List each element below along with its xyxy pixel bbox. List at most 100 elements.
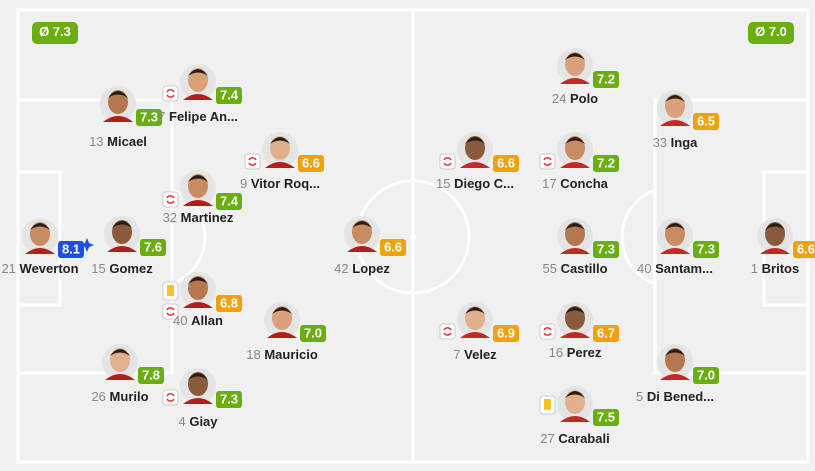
rating: 6.8 — [220, 295, 238, 310]
avatar-hair — [272, 307, 292, 314]
rating: 6.6 — [797, 241, 815, 256]
avatar-shirt — [183, 302, 213, 308]
avatar-hair — [188, 175, 208, 182]
sub-arrows — [166, 89, 175, 98]
shirt-number: 9 — [240, 176, 247, 191]
rating-badge — [216, 391, 242, 408]
rating: 7.8 — [142, 367, 160, 382]
rating: 6.9 — [497, 325, 515, 340]
rating: 6.5 — [697, 113, 715, 128]
rating-badge — [593, 155, 619, 172]
rating-badge — [593, 409, 619, 426]
rating-badge — [58, 241, 84, 258]
rating-badge — [693, 241, 719, 258]
rating: 7.3 — [697, 241, 715, 256]
avatar-hair — [565, 307, 585, 314]
player-label: 16 Perez — [549, 345, 602, 360]
rating: 8.1 — [62, 241, 80, 256]
avatar-hair — [565, 391, 585, 398]
sub-icon — [162, 191, 179, 208]
sub-icon — [539, 153, 556, 170]
player-label: 42 Lopez — [334, 261, 390, 276]
player-label: 13 Micael — [89, 134, 147, 149]
player-label: 9 Vitor Roq... — [240, 176, 320, 191]
avatar-shirt — [560, 162, 590, 168]
rating-badge — [593, 71, 619, 88]
shirt-number: 32 — [163, 210, 177, 225]
avatar-shirt — [560, 416, 590, 422]
best-star — [80, 238, 94, 252]
avatar-shirt — [103, 116, 133, 122]
avatar-shirt — [560, 248, 590, 254]
yellow-card — [544, 399, 551, 410]
avatar-hair — [188, 69, 208, 76]
player-name: Vitor Roq... — [251, 176, 320, 191]
avatar-shirt — [660, 120, 690, 126]
shirt-number: 17 — [542, 176, 556, 191]
avatar-shirt — [183, 200, 213, 206]
average: 7.3 — [53, 24, 71, 39]
player-label: 15 Diego C... — [436, 176, 514, 191]
avatar-shirt — [265, 162, 295, 168]
avatar-shirt — [460, 332, 490, 338]
player-name: Inga — [671, 135, 698, 150]
player-name: Weverton — [20, 261, 79, 276]
avatar-shirt — [267, 332, 297, 338]
player-label: 27 Carabali — [540, 431, 609, 446]
shirt-number: 40 — [637, 261, 651, 276]
avatar-hair — [565, 53, 585, 60]
player-label: 1 Britos — [751, 261, 799, 276]
shirt-number: 26 — [91, 389, 105, 404]
sub-icon — [244, 153, 261, 170]
shirt-number: 5 — [636, 389, 643, 404]
avatar-hair — [765, 223, 785, 230]
rating-badge — [216, 295, 242, 312]
player-label: 7 Velez — [453, 347, 497, 362]
rating-badge — [493, 155, 519, 172]
avatar-face — [110, 348, 130, 372]
player-label: 4 Giay — [178, 414, 218, 429]
avatar-hair — [465, 307, 485, 314]
shirt-number: 18 — [246, 347, 260, 362]
rating-badge — [216, 87, 242, 104]
avatar-face — [108, 90, 128, 114]
sub-arrows — [543, 157, 552, 166]
avatar-hair — [112, 221, 132, 228]
rating-badge — [793, 241, 815, 258]
avatar-hair — [30, 223, 50, 230]
player-name: Polo — [570, 91, 598, 106]
rating-badge — [693, 367, 719, 384]
shirt-number: 15 — [436, 176, 450, 191]
rating-badge — [593, 241, 619, 258]
rating: 6.6 — [384, 239, 402, 254]
avatar-hair — [665, 223, 685, 230]
avatar-face — [565, 390, 585, 414]
avatar-face — [188, 174, 208, 198]
avg-symbol: Ø — [39, 24, 53, 39]
player-name: Giay — [189, 414, 218, 429]
rating: 7.2 — [597, 71, 615, 86]
sub-arrows — [443, 327, 452, 336]
rating: 7.3 — [220, 391, 238, 406]
shirt-number: 55 — [542, 261, 556, 276]
shirt-number: 7 — [453, 347, 460, 362]
player-label: 40 Allan — [173, 313, 223, 328]
rating-badge — [493, 325, 519, 342]
rating-badge — [593, 325, 619, 342]
rating: 7.2 — [597, 155, 615, 170]
player-label: 21 Weverton — [1, 261, 78, 276]
avatar-face — [270, 136, 290, 160]
avatar-hair — [188, 277, 208, 284]
shirt-number: 7 — [158, 109, 165, 124]
avatar-hair — [108, 91, 128, 98]
player-name: Carabali — [558, 431, 609, 446]
player-name: Felipe An... — [169, 109, 238, 124]
shirt-number: 13 — [89, 134, 103, 149]
center-spot — [410, 234, 416, 240]
shirt-number: 15 — [91, 261, 105, 276]
avatar-face — [665, 348, 685, 372]
avatar-shirt — [560, 332, 590, 338]
player-name: Micael — [107, 134, 147, 149]
rating-badge — [138, 367, 164, 384]
